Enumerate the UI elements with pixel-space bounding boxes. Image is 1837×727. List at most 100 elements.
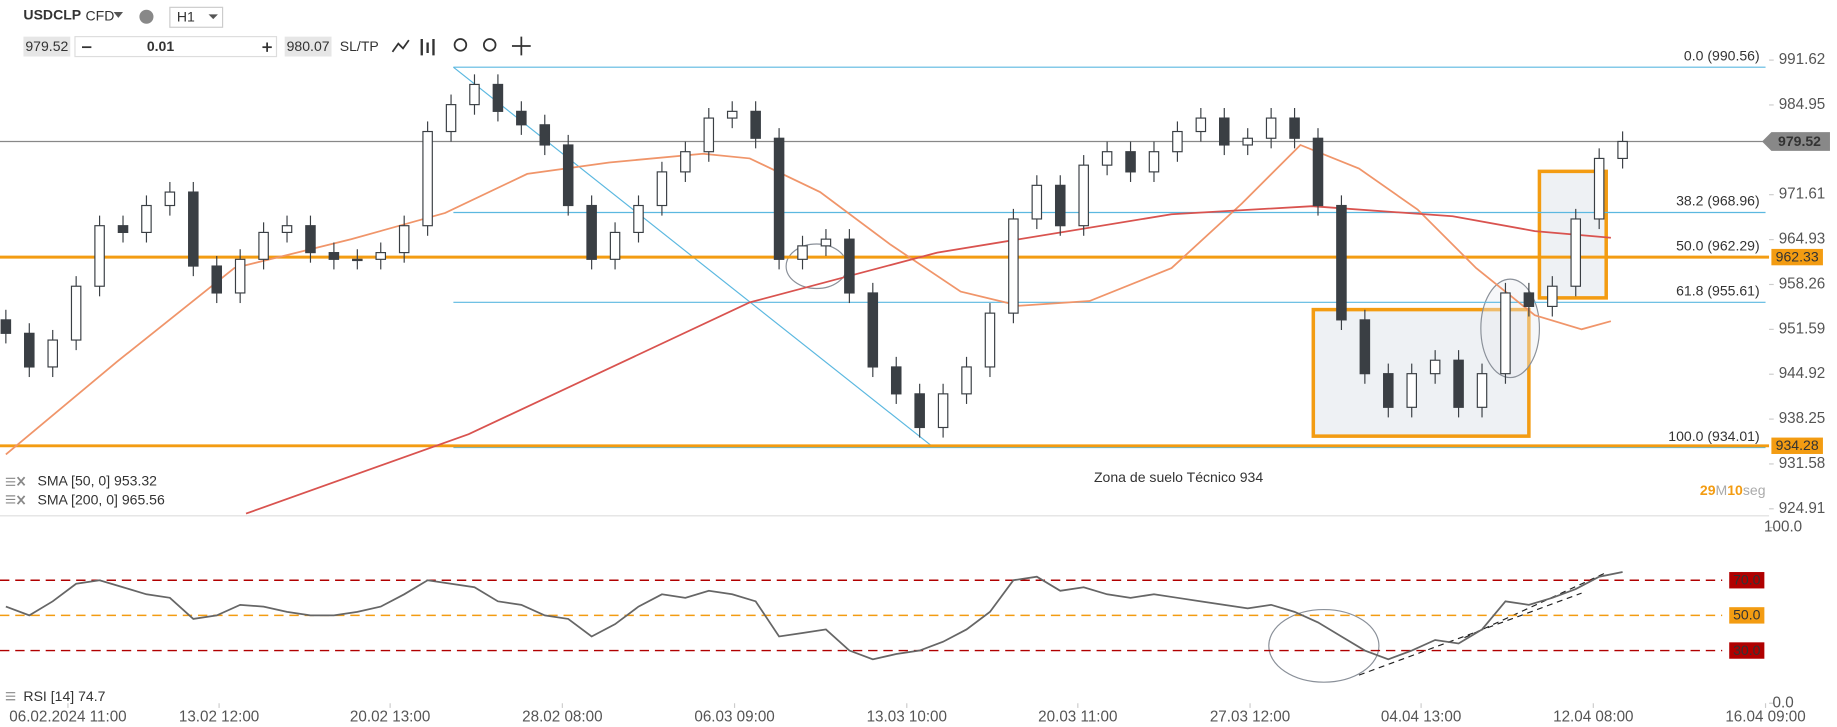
rsi-line (5, 571, 1623, 661)
candle-body (1242, 137, 1253, 146)
candle-body (117, 225, 129, 234)
candle-body (937, 393, 949, 429)
candle-body (1125, 151, 1136, 173)
candle-body (469, 83, 480, 106)
timer-part: 10 (1727, 482, 1743, 498)
y-tick-label: 984.95 (1779, 96, 1826, 113)
candle-body (164, 191, 176, 207)
x-tick-label: 13.02 12:00 (179, 708, 259, 725)
y-tick-label: 991.62 (1779, 51, 1826, 68)
x-tick-label: 20.03 11:00 (1038, 708, 1117, 725)
y-tick-label: 931.58 (1779, 455, 1826, 472)
candle-body (1476, 373, 1488, 408)
y-tick-label: 958.26 (1779, 275, 1826, 292)
candle-body (328, 252, 340, 260)
candle-body (352, 258, 363, 262)
candle-body (1359, 319, 1371, 375)
zone-box (1311, 307, 1531, 438)
candle-body (1265, 117, 1277, 139)
dropdown-icon[interactable] (113, 12, 124, 18)
candle-body (1172, 130, 1183, 153)
candle-body (1195, 117, 1207, 133)
candle-body (1031, 184, 1043, 220)
line-tool[interactable] (391, 39, 410, 53)
candle-body (633, 204, 644, 234)
rsi-trendline (1464, 571, 1608, 639)
y-tick-label: 938.25 (1779, 410, 1826, 427)
legend-entry: SMA [50, 0] 953.32 (37, 473, 157, 489)
rsi-level-tag (1729, 572, 1765, 589)
candle-body (47, 339, 58, 368)
last-price-label: 979.52 (1778, 133, 1821, 149)
ask-box[interactable] (284, 36, 332, 57)
candle-body (1570, 218, 1582, 287)
candle-body (961, 366, 972, 395)
zoom-in[interactable] (482, 38, 497, 52)
y-tick-label: 944.92 (1779, 365, 1826, 382)
candle-body (867, 292, 879, 368)
y-tick-label: 100.0 (1764, 519, 1802, 536)
sltp[interactable]: SL/TP (340, 38, 379, 54)
fib-label: 0.0 (990.56) (1684, 47, 1760, 63)
candle-body (234, 258, 246, 294)
candle-body (94, 225, 105, 287)
fib-label: 100.0 (934.01) (1668, 428, 1759, 444)
candle-body (70, 285, 82, 341)
x-tick-label: 27.03 12:00 (1210, 708, 1290, 725)
candle-body (914, 393, 925, 429)
timer-part: M (1716, 482, 1728, 498)
candle-body (844, 238, 855, 294)
last-price-tag (1762, 132, 1830, 151)
timer: 29M10seg (1700, 482, 1766, 498)
zoom-out[interactable] (453, 38, 468, 52)
volume-input[interactable] (74, 36, 278, 58)
candle-body (1406, 373, 1417, 408)
candle-body (539, 124, 551, 146)
candle-body (1383, 373, 1394, 408)
candle-tool[interactable] (420, 38, 435, 56)
candle-body (586, 204, 597, 260)
bid: 979.52 (25, 38, 68, 54)
timer-part: seg (1743, 482, 1766, 498)
bid-box[interactable] (23, 36, 71, 57)
move-tool[interactable] (511, 36, 531, 56)
info-icon[interactable] (139, 9, 154, 24)
candle-body (1219, 117, 1230, 146)
candle-body (24, 332, 35, 368)
y-tick-label: 924.91 (1779, 500, 1826, 517)
candle-body (1008, 218, 1019, 314)
level-label: 934.28 (1776, 437, 1819, 453)
legend-entry: SMA [200, 0] 965.56 (37, 491, 164, 507)
close-icon[interactable] (16, 476, 26, 505)
sma-line (5, 143, 1612, 456)
candle-body (188, 191, 199, 267)
x-tick-label: 06.03 09:00 (694, 708, 774, 725)
candle-body (1289, 117, 1300, 139)
x-tick-label: 20.02 13:00 (350, 708, 430, 725)
fib-label: 38.2 (968.96) (1676, 193, 1760, 209)
menu-icon[interactable] (5, 477, 16, 701)
x-tick-label: 16.04 09:00 (1725, 708, 1805, 725)
header: USDCLP CFD H1 979.52 0.01 980.07 SL/TP (23, 6, 531, 58)
legend-entry: RSI [14] 74.7 (23, 688, 105, 704)
x-tick-label: 13.03 10:00 (867, 708, 947, 725)
rsi-level-label: 30.0 (1733, 642, 1761, 658)
candle-body (773, 137, 785, 260)
candle-body (211, 265, 223, 294)
timeframe-select[interactable] (169, 6, 224, 28)
fib-label: 61.8 (955.61) (1676, 282, 1760, 298)
candle-body (656, 171, 668, 207)
candle-body (750, 110, 761, 139)
rsi-level-tag (1729, 607, 1765, 624)
candle-body (609, 231, 621, 260)
candle-body (820, 238, 832, 247)
fib-label: 50.0 (962.29) (1676, 238, 1760, 254)
candle-body (492, 83, 504, 112)
candle-body (1101, 151, 1113, 166)
candle-body (445, 104, 457, 133)
annotation: Zona de suelo Técnico 934 (1094, 469, 1263, 485)
x-tick-label: 28.02 08:00 (522, 708, 602, 725)
dropdown-icon (208, 14, 218, 20)
